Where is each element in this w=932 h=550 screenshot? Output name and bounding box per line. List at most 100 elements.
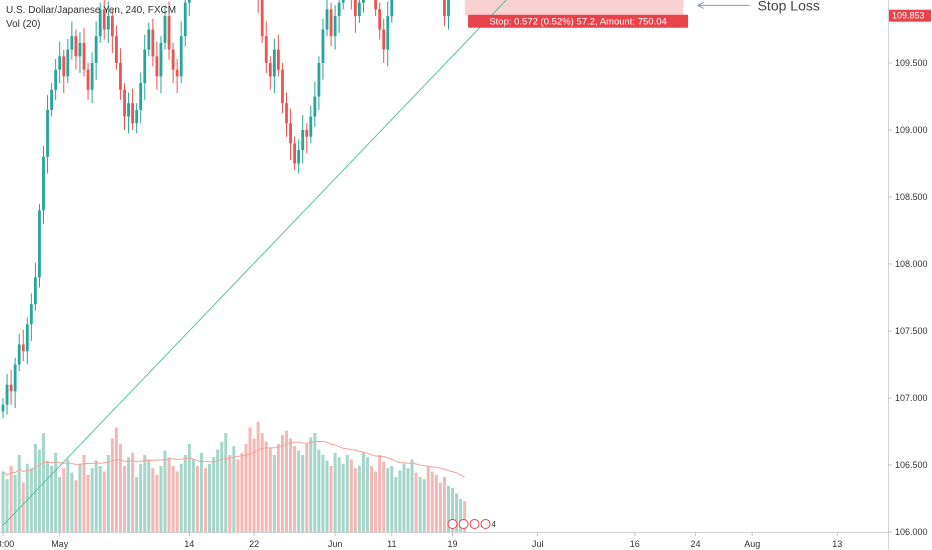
volume-bar xyxy=(366,457,369,532)
candle-body xyxy=(390,0,394,17)
volume-bar xyxy=(293,446,297,532)
volume-bar xyxy=(114,427,118,532)
candle-body xyxy=(175,69,179,77)
candle-body xyxy=(94,36,98,63)
volume-bar xyxy=(159,466,163,532)
volume-bar xyxy=(187,444,191,532)
volume-bar xyxy=(228,455,232,532)
volume-bar xyxy=(414,472,418,532)
volume-bar xyxy=(447,485,450,532)
volume-indicator-label[interactable]: Vol (20) xyxy=(6,19,41,30)
volume-bar xyxy=(46,460,50,532)
volume-bar xyxy=(434,474,438,532)
x-tick-label: Jul xyxy=(532,539,544,549)
candle-body xyxy=(443,0,446,17)
event-badge xyxy=(458,519,469,529)
candle-body xyxy=(159,42,163,77)
candle-body xyxy=(123,89,126,117)
candle-body xyxy=(54,69,58,90)
volume-bar xyxy=(451,488,455,532)
y-tick-label: 109.500 xyxy=(895,58,928,68)
volume-bar xyxy=(147,459,151,532)
candle-body xyxy=(325,9,329,30)
volume-bar xyxy=(102,471,106,532)
volume-bar xyxy=(236,459,240,532)
x-tick-label: Aug xyxy=(744,539,760,549)
volume-bar xyxy=(232,446,236,532)
volume-bar xyxy=(345,455,349,532)
candle-body xyxy=(285,103,288,124)
candle-body xyxy=(277,49,280,70)
volume-bar xyxy=(33,444,37,532)
chart-legend: U.S. Dollar/Japanese Yen, 240, FXCM Vol … xyxy=(6,4,176,32)
event-badge xyxy=(447,519,458,529)
volume-bar xyxy=(455,493,459,532)
volume-bar xyxy=(309,437,313,532)
volume-bar xyxy=(151,468,155,532)
candle-body xyxy=(62,56,66,77)
volume-bar xyxy=(248,427,252,532)
event-badge xyxy=(480,519,491,529)
candle-body xyxy=(66,49,70,77)
candle-body xyxy=(382,29,386,50)
candle-body xyxy=(13,364,17,392)
candle-body xyxy=(29,304,33,325)
volume-bar xyxy=(285,430,288,532)
x-tick-label: 16 xyxy=(630,539,640,549)
volume-bar xyxy=(13,474,17,532)
symbol-title[interactable]: U.S. Dollar/Japanese Yen, 240, FXCM xyxy=(6,5,177,16)
volume-ma-line xyxy=(2,440,465,478)
annotation-label: Stop Loss xyxy=(758,0,820,13)
candle-body xyxy=(155,56,159,77)
candle-body xyxy=(337,2,341,17)
candle-body xyxy=(187,0,191,3)
candle-body xyxy=(386,16,390,50)
price-tag-bg xyxy=(889,9,931,22)
candle-body xyxy=(139,83,143,110)
candle-body xyxy=(297,150,301,164)
candle-body xyxy=(447,0,450,17)
volume-bar xyxy=(370,466,374,532)
volume-bar xyxy=(54,452,58,532)
price-tag-label: 109.853 xyxy=(892,11,925,21)
volume-bar xyxy=(82,455,86,532)
volume-bar xyxy=(289,438,293,532)
candle-body xyxy=(34,277,37,305)
y-tick-label: 108.500 xyxy=(895,192,928,202)
candle-body xyxy=(163,16,167,43)
volume-bar xyxy=(244,444,248,532)
volume-bar xyxy=(183,455,187,532)
volume-bar xyxy=(25,463,29,532)
volume-bar xyxy=(438,482,442,532)
candle-body xyxy=(167,16,171,50)
event-badge-count: 4 xyxy=(492,520,497,529)
candle-body xyxy=(21,344,25,352)
stop-label: Stop: 0.572 (0.52%) 57.2, Amount: 750.04 xyxy=(468,14,689,28)
volume-bar xyxy=(252,438,256,532)
candle-body xyxy=(74,36,78,57)
volume-bar xyxy=(463,501,467,532)
candle-body xyxy=(293,143,296,164)
candle-body xyxy=(309,116,313,137)
candle-body xyxy=(260,0,264,37)
y-tick-label: 109.000 xyxy=(895,125,928,135)
volume-bar xyxy=(260,433,264,532)
candle-body xyxy=(268,63,272,77)
candle-body xyxy=(25,324,29,352)
volume-bar xyxy=(386,468,390,532)
candle-body xyxy=(131,103,134,124)
x-tick-label: May xyxy=(51,539,69,549)
volume-bar xyxy=(329,466,333,532)
volume-bar xyxy=(353,468,357,532)
volume-bar xyxy=(361,452,365,532)
volume-bar xyxy=(357,466,361,532)
candle-body xyxy=(135,109,139,124)
candle-body xyxy=(362,0,365,3)
volume-bar xyxy=(337,457,341,532)
volume-bar xyxy=(382,461,386,532)
candle-body xyxy=(313,96,317,117)
volume-bar xyxy=(37,449,41,532)
volume-bar xyxy=(378,455,382,532)
candle-body xyxy=(317,63,321,97)
